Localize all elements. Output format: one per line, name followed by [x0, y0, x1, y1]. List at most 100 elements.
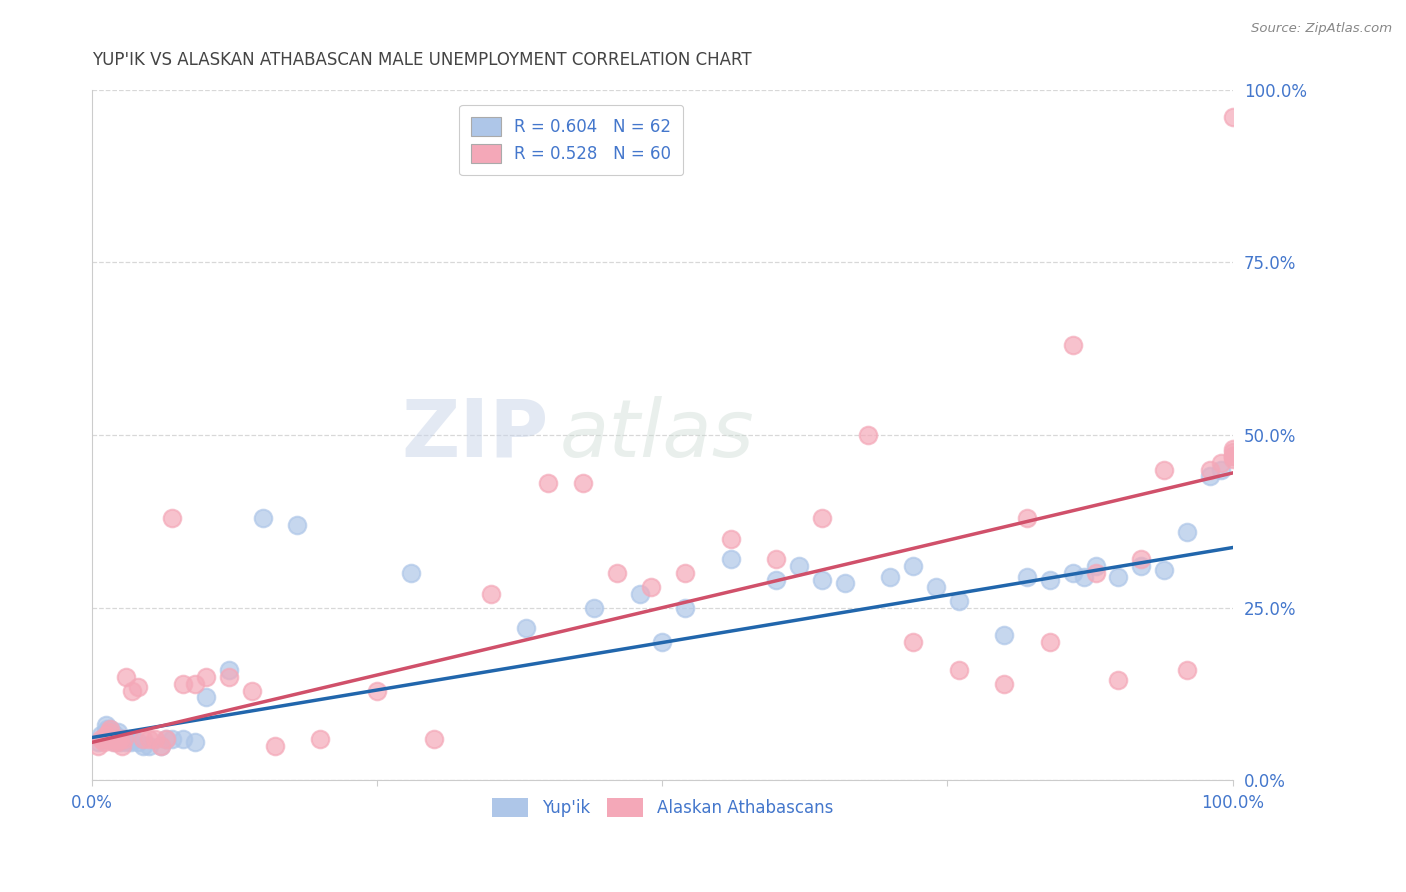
- Point: [1039, 635, 1062, 649]
- Point: [1153, 563, 1175, 577]
- Point: [720, 552, 742, 566]
- Point: [110, 731, 132, 746]
- Point: [1175, 524, 1198, 539]
- Point: [100, 722, 122, 736]
- Point: [121, 683, 143, 698]
- Point: [143, 731, 166, 746]
- Point: [606, 566, 628, 581]
- Point: [127, 680, 149, 694]
- Point: [1017, 569, 1039, 583]
- Point: [120, 735, 142, 749]
- Point: [479, 587, 502, 601]
- Point: [765, 552, 787, 566]
- Point: [787, 559, 810, 574]
- Point: [101, 731, 124, 746]
- Text: ZIP: ZIP: [401, 396, 548, 474]
- Point: [263, 739, 285, 753]
- Point: [879, 569, 901, 583]
- Point: [155, 731, 177, 746]
- Point: [834, 576, 856, 591]
- Point: [1175, 663, 1198, 677]
- Point: [111, 731, 134, 746]
- Point: [571, 476, 593, 491]
- Point: [184, 676, 207, 690]
- Point: [1222, 449, 1244, 463]
- Point: [1222, 449, 1244, 463]
- Point: [160, 511, 183, 525]
- Point: [1222, 111, 1244, 125]
- Text: Source: ZipAtlas.com: Source: ZipAtlas.com: [1251, 22, 1392, 36]
- Point: [132, 739, 155, 753]
- Point: [98, 731, 121, 746]
- Point: [100, 722, 122, 736]
- Point: [309, 731, 332, 746]
- Point: [628, 587, 651, 601]
- Point: [149, 739, 172, 753]
- Legend: Yup'ik, Alaskan Athabascans: Yup'ik, Alaskan Athabascans: [485, 791, 839, 824]
- Point: [104, 735, 127, 749]
- Point: [115, 735, 138, 749]
- Point: [101, 735, 124, 749]
- Point: [218, 663, 240, 677]
- Point: [1198, 469, 1220, 483]
- Point: [640, 580, 662, 594]
- Point: [94, 718, 117, 732]
- Point: [993, 628, 1015, 642]
- Point: [172, 731, 194, 746]
- Point: [993, 676, 1015, 690]
- Point: [582, 600, 605, 615]
- Point: [1222, 442, 1244, 456]
- Point: [105, 735, 128, 749]
- Point: [1198, 462, 1220, 476]
- Point: [96, 731, 118, 746]
- Point: [1222, 452, 1244, 467]
- Point: [948, 663, 970, 677]
- Point: [720, 532, 742, 546]
- Point: [160, 731, 183, 746]
- Point: [1062, 338, 1084, 352]
- Point: [651, 635, 673, 649]
- Point: [537, 476, 560, 491]
- Point: [811, 511, 834, 525]
- Point: [1211, 462, 1233, 476]
- Point: [252, 511, 274, 525]
- Point: [105, 731, 128, 746]
- Point: [1108, 569, 1130, 583]
- Point: [94, 725, 117, 739]
- Point: [811, 573, 834, 587]
- Point: [1062, 566, 1084, 581]
- Point: [118, 731, 141, 746]
- Point: [195, 670, 218, 684]
- Point: [94, 728, 117, 742]
- Point: [112, 731, 135, 746]
- Point: [948, 593, 970, 607]
- Point: [366, 683, 388, 698]
- Point: [1153, 462, 1175, 476]
- Point: [122, 731, 145, 746]
- Point: [240, 683, 263, 698]
- Point: [1084, 559, 1107, 574]
- Point: [903, 635, 925, 649]
- Point: [401, 566, 423, 581]
- Point: [127, 735, 149, 749]
- Point: [93, 731, 115, 746]
- Point: [149, 739, 172, 753]
- Point: [1017, 511, 1039, 525]
- Point: [287, 517, 309, 532]
- Point: [903, 559, 925, 574]
- Point: [112, 731, 135, 746]
- Point: [925, 580, 948, 594]
- Point: [1108, 673, 1130, 688]
- Point: [87, 735, 110, 749]
- Point: [111, 739, 134, 753]
- Point: [138, 739, 160, 753]
- Point: [673, 600, 696, 615]
- Point: [107, 725, 129, 739]
- Point: [97, 728, 120, 742]
- Point: [1084, 566, 1107, 581]
- Point: [87, 739, 110, 753]
- Point: [1039, 573, 1062, 587]
- Point: [1211, 456, 1233, 470]
- Point: [1130, 552, 1153, 566]
- Point: [115, 670, 138, 684]
